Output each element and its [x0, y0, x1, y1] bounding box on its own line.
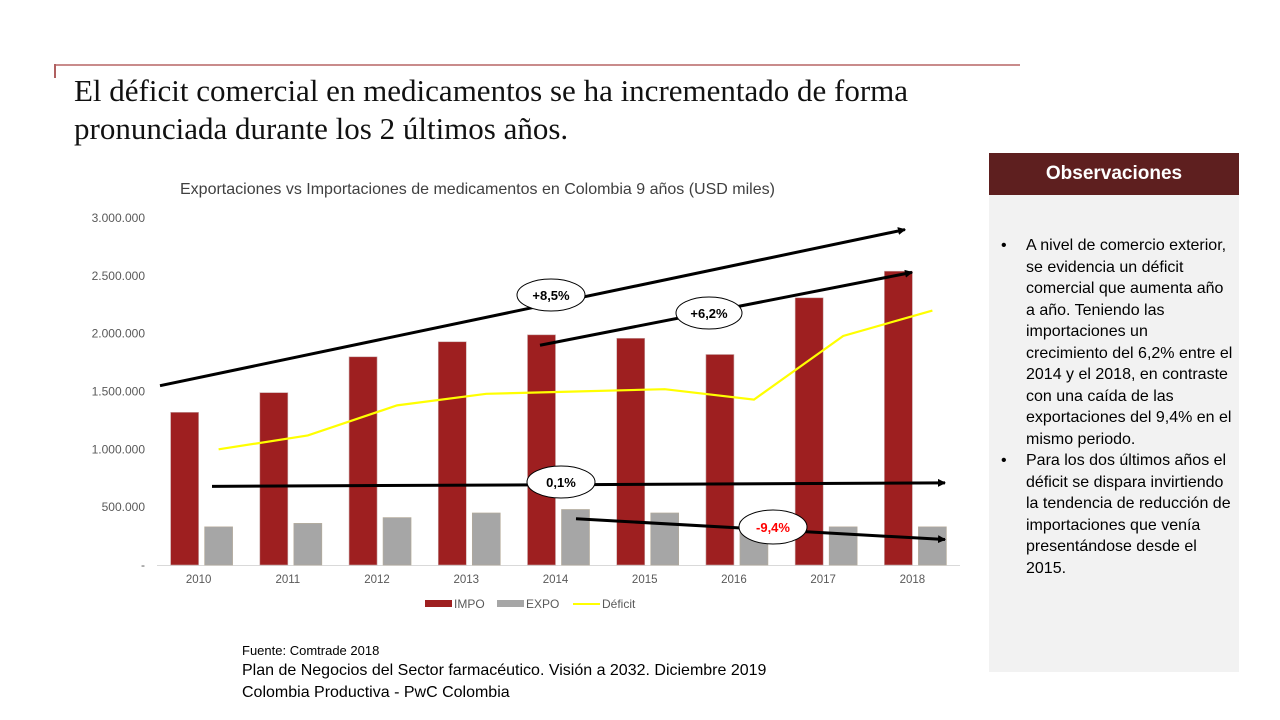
impo-bar — [259, 392, 289, 566]
legend: IMPO EXPO Déficit — [425, 597, 636, 611]
legend-swatch — [425, 600, 452, 607]
y-tick-label: 2.500.000 — [92, 269, 146, 283]
legend-label: Déficit — [602, 597, 636, 611]
y-tick-label: 500.000 — [102, 500, 146, 514]
impo-bar — [170, 412, 199, 566]
expo-bar — [650, 512, 680, 566]
bullet-icon: • — [1001, 237, 1007, 254]
y-tick-label: 3.000.000 — [92, 211, 146, 225]
y-tick-label: 1.000.000 — [92, 442, 146, 456]
impo-bar — [527, 334, 556, 566]
impo-bar — [437, 341, 467, 566]
x-axis: 2010 2011 2012 2013 2014 2015 2016 2017 2018 — [186, 574, 925, 586]
observation-text: Para los dos últimos años el déficit se … — [1026, 452, 1231, 577]
impo-bar — [348, 356, 378, 566]
chart-title: Exportaciones vs Importaciones de medica… — [180, 181, 775, 198]
trend-label-bubble — [738, 509, 808, 545]
trend-label: -9,4% — [756, 520, 790, 535]
observations-header: Observaciones — [989, 153, 1239, 195]
observations-list: • A nivel de comercio exterior, se evide… — [1001, 235, 1233, 579]
expo-bar — [382, 517, 412, 566]
x-tick-label: 2010 — [186, 574, 212, 586]
impo-bar — [884, 270, 913, 566]
y-tick-label: 1.500.000 — [92, 385, 146, 399]
observations-panel: • A nivel de comercio exterior, se evide… — [989, 195, 1239, 672]
x-tick-label: 2017 — [810, 574, 836, 586]
trend-label-bubble — [516, 278, 586, 312]
bars — [170, 270, 947, 566]
impo-bar — [705, 354, 735, 566]
impo-bar — [616, 337, 646, 566]
x-tick-label: 2013 — [453, 574, 479, 586]
bullet-icon: • — [1001, 452, 1007, 469]
legend-label: EXPO — [526, 597, 559, 611]
x-tick-label: 2011 — [275, 574, 300, 586]
trend-label: 0,1% — [546, 475, 576, 490]
y-tick-label: 2.000.000 — [92, 327, 146, 341]
trend-label-bubble — [675, 296, 743, 330]
deficit-line — [218, 309, 933, 451]
expo-bar — [293, 523, 323, 566]
deficit-line-series — [218, 309, 933, 451]
trend-label-bubble — [526, 465, 596, 499]
trend-annotations: +8,5% +6,2% 0,1% -9,4% — [159, 227, 946, 545]
title-left-tick — [54, 64, 56, 78]
legend-label: IMPO — [454, 597, 485, 611]
trend-label: +8,5% — [532, 288, 570, 303]
x-tick-label: 2016 — [721, 574, 747, 586]
observation-text: A nivel de comercio exterior, se evidenc… — [1026, 237, 1233, 448]
expo-bar — [918, 526, 947, 566]
x-tick-label: 2014 — [543, 574, 569, 586]
legend-swatch — [497, 600, 524, 607]
expo-bar — [471, 512, 501, 566]
observation-item: • Para los dos últimos años el déficit s… — [1001, 450, 1233, 579]
title-top-rule — [54, 64, 1020, 66]
x-tick-label: 2012 — [364, 574, 390, 586]
y-axis: - 500.000 1.000.000 1.500.000 2.000.000 2.500… — [92, 211, 146, 572]
slide-title: El déficit comercial en medicamentos se … — [74, 73, 909, 146]
y-tick-label: - — [141, 558, 145, 572]
trend-label: +6,2% — [690, 306, 728, 321]
x-tick-label: 2018 — [900, 574, 926, 586]
source-citation-2: Colombia Productiva - PwC Colombia — [242, 684, 510, 701]
expo-bar — [204, 526, 233, 566]
source-citation-1: Plan de Negocios del Sector farmacéutico… — [242, 662, 767, 679]
x-tick-label: 2015 — [632, 574, 658, 586]
source-note: Fuente: Comtrade 2018 — [242, 643, 380, 658]
observation-item: • A nivel de comercio exterior, se evide… — [1001, 235, 1233, 450]
